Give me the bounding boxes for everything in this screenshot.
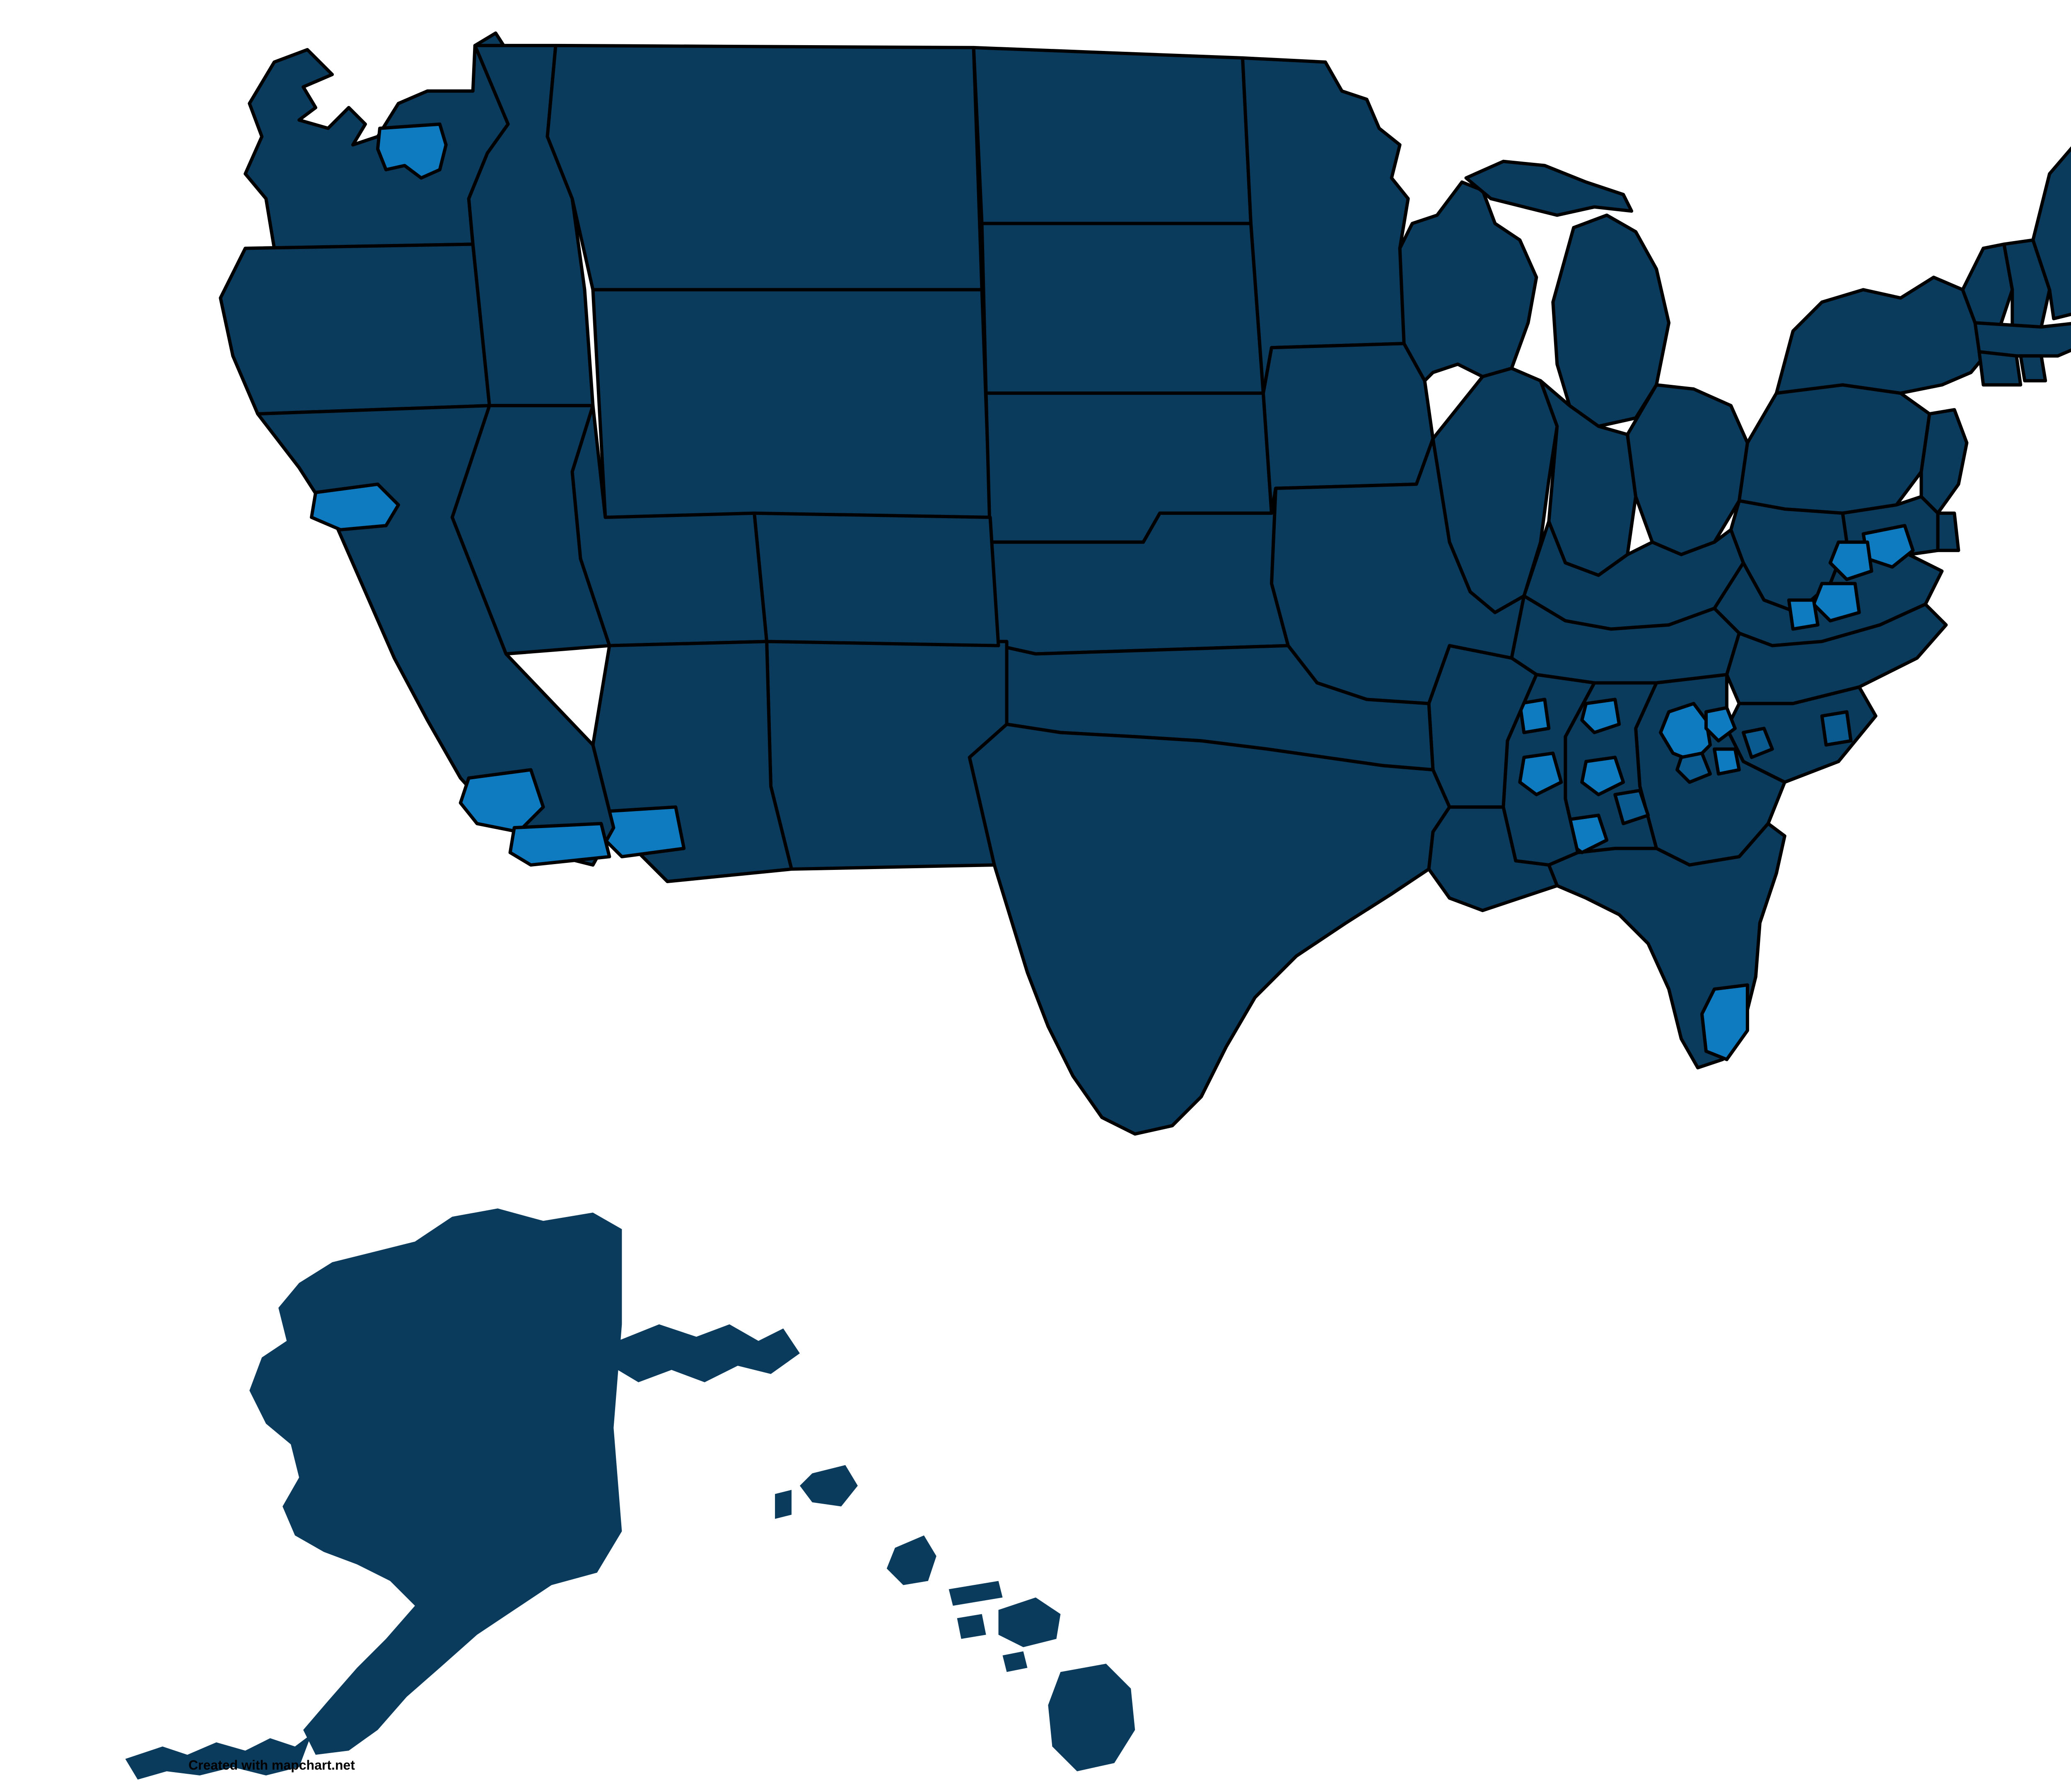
county-jefferson-al[interactable] bbox=[1580, 698, 1621, 734]
island-kauai[interactable] bbox=[799, 1465, 858, 1507]
state-connecticut[interactable] bbox=[1977, 350, 2023, 387]
attribution-text: Created with mapchart.net bbox=[188, 1758, 355, 1773]
county-dallas-al[interactable] bbox=[1580, 756, 1625, 797]
island-oahu[interactable] bbox=[886, 1535, 937, 1585]
state-wyoming[interactable] bbox=[591, 288, 992, 519]
county-miami-dade-fl[interactable] bbox=[1700, 983, 1749, 1061]
county-imperial-ca[interactable] bbox=[508, 822, 611, 867]
state-alaska[interactable] bbox=[249, 1208, 622, 1755]
county-yuma-az[interactable] bbox=[599, 805, 686, 859]
county-clayton-ga[interactable] bbox=[1675, 751, 1712, 784]
state-new-mexico[interactable] bbox=[765, 640, 1009, 871]
state-north-carolina[interactable] bbox=[1725, 602, 1948, 705]
county-king-wa[interactable] bbox=[376, 122, 448, 180]
county-bolivar-ms[interactable] bbox=[1518, 698, 1551, 734]
island-kahoolawe[interactable] bbox=[1002, 1651, 1028, 1672]
island-molokai[interactable] bbox=[949, 1581, 1003, 1606]
alaska-aleutians[interactable] bbox=[125, 1734, 312, 1780]
state-wisconsin[interactable] bbox=[1398, 180, 1538, 383]
state-massachusetts[interactable] bbox=[1973, 321, 2071, 358]
state-michigan-upper[interactable] bbox=[1464, 159, 1634, 217]
state-delaware[interactable] bbox=[1936, 511, 1960, 552]
state-south-dakota[interactable] bbox=[980, 222, 1265, 395]
state-montana[interactable] bbox=[546, 43, 984, 292]
island-maui[interactable] bbox=[998, 1597, 1061, 1647]
alaska-panhandle[interactable] bbox=[618, 1324, 800, 1382]
island-lanai[interactable] bbox=[957, 1614, 986, 1639]
alaska-inset[interactable] bbox=[125, 1208, 800, 1780]
county-sanfrancisco-ca[interactable] bbox=[310, 482, 400, 531]
hawaii-inset[interactable] bbox=[775, 1465, 1135, 1772]
state-north-dakota[interactable] bbox=[972, 46, 1253, 225]
state-new-jersey[interactable] bbox=[1919, 408, 1969, 515]
county-rockdale-ga[interactable] bbox=[1712, 747, 1741, 776]
county-prince-william-va[interactable] bbox=[1828, 540, 1873, 581]
state-colorado[interactable] bbox=[753, 511, 1000, 647]
states-group[interactable] bbox=[125, 31, 2071, 1780]
state-maine[interactable] bbox=[2031, 145, 2071, 321]
county-hinds-ms[interactable] bbox=[1518, 751, 1563, 797]
county-petersburg-va[interactable] bbox=[1787, 598, 1820, 631]
island-hawaii[interactable] bbox=[1048, 1664, 1135, 1772]
county-chatham-ga[interactable] bbox=[1820, 710, 1853, 747]
state-rhode-island[interactable] bbox=[2019, 354, 2047, 383]
county-dekalb-ga[interactable] bbox=[1704, 706, 1737, 743]
state-oregon[interactable] bbox=[219, 242, 491, 416]
island-niihau[interactable] bbox=[775, 1490, 792, 1519]
state-texas[interactable] bbox=[968, 722, 1451, 1136]
county-montgomery-al[interactable] bbox=[1613, 789, 1650, 826]
county-newton-ga[interactable] bbox=[1741, 727, 1774, 759]
